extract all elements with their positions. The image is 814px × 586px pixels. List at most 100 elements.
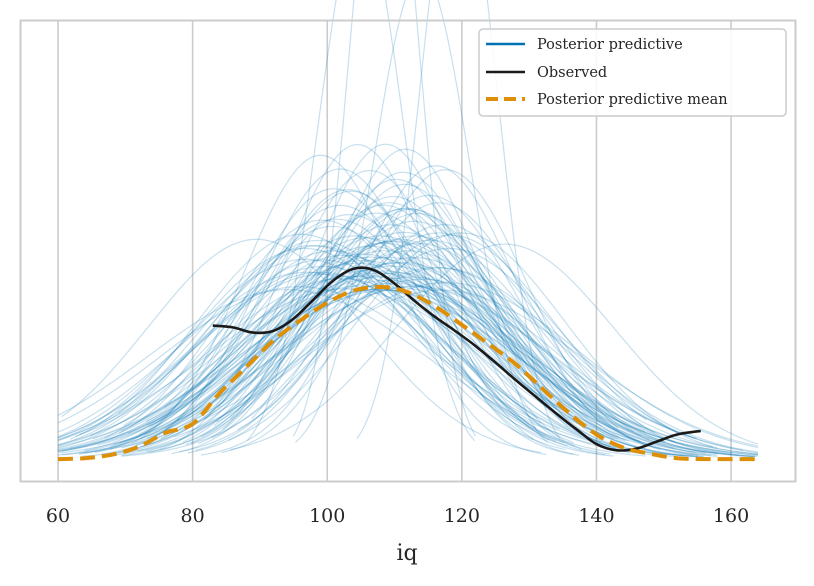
posterior-predictive-curve xyxy=(57,265,560,442)
posterior-predictive-curve xyxy=(211,232,676,443)
posterior-predictive-curve xyxy=(84,235,622,452)
posterior-predictive-curve xyxy=(57,247,568,447)
posterior-predictive-curve xyxy=(113,285,697,445)
posterior-predictive-curve xyxy=(57,288,705,454)
posterior-predictive-curve xyxy=(227,232,714,448)
posterior-predictive-curve xyxy=(176,256,717,456)
posterior-predictive-curve xyxy=(195,266,759,454)
observed-line xyxy=(212,266,701,452)
posterior-predictive-curve xyxy=(221,169,619,454)
posterior-predictive-curve xyxy=(230,243,759,451)
posterior-predictive-curve xyxy=(145,202,557,452)
posterior-predictive-curve xyxy=(187,202,634,454)
posterior-predictive-curve xyxy=(97,270,650,446)
posterior-predictive-curve xyxy=(121,239,756,458)
posterior-predictive-curve xyxy=(119,265,642,444)
posterior-predictive-curve xyxy=(142,168,580,456)
posterior-predictive-curve xyxy=(179,224,655,453)
posterior-predictive-curve xyxy=(57,245,530,446)
posterior-predictive-curve xyxy=(198,183,592,445)
posterior-predictive-curve xyxy=(146,289,759,455)
posterior-predictive-curve xyxy=(213,208,671,456)
posterior-predictive-curve xyxy=(216,267,759,453)
legend-label-posterior-predictive-mean: Posterior predictive mean xyxy=(537,92,728,108)
x-tick-labels: 60 80 100 120 140 160 xyxy=(46,505,749,527)
posterior-predictive-curve xyxy=(57,245,641,456)
posterior-predictive-curve xyxy=(182,195,643,455)
x-axis-label: iq xyxy=(396,541,417,566)
posterior-predictive-curve xyxy=(82,238,641,457)
posterior-predictive-curve xyxy=(118,225,537,435)
posterior-predictive-curve xyxy=(57,279,733,454)
posterior-predictive-curve xyxy=(57,250,538,449)
posterior-predictive-curve xyxy=(57,275,675,450)
posterior-predictive-curve xyxy=(185,208,620,446)
posterior-predictive-curve xyxy=(148,220,699,456)
legend-box xyxy=(478,28,787,117)
posterior-predictive-curve xyxy=(123,254,602,443)
posterior-predictive-curve xyxy=(295,0,548,443)
x-tick-label: 160 xyxy=(713,505,749,527)
posterior-predictive-curve xyxy=(109,261,666,450)
x-tick-label: 60 xyxy=(46,505,70,527)
posterior-predictive-curve xyxy=(121,235,703,458)
posterior-predictive-mean-line xyxy=(57,284,758,462)
axes-frame xyxy=(19,19,797,483)
posterior-predictive-curve xyxy=(190,212,705,457)
posterior-predictive-curve xyxy=(104,219,614,457)
posterior-predictive-curve xyxy=(146,272,753,458)
x-tick-label: 80 xyxy=(181,505,205,527)
posterior-predictive-curve xyxy=(137,242,707,453)
posterior-predictive-curve xyxy=(141,250,665,448)
posterior-predictive-curve xyxy=(356,0,561,439)
posterior-predictive-curve xyxy=(144,272,646,435)
posterior-predictive-curves xyxy=(57,0,759,458)
x-tick-label: 140 xyxy=(578,505,614,527)
posterior-predictive-curve xyxy=(70,233,566,451)
posterior-predictive-curve xyxy=(173,282,759,449)
posterior-predictive-curve xyxy=(90,239,565,444)
x-tick-label: 120 xyxy=(444,505,480,527)
posterior-predictive-curve xyxy=(57,271,584,439)
posterior-predictive-curve xyxy=(147,242,626,441)
posterior-predictive-curve xyxy=(57,259,618,453)
posterior-predictive-curve xyxy=(57,289,592,445)
posterior-predictive-curve xyxy=(59,286,697,454)
posterior-predictive-curve xyxy=(125,231,651,454)
posterior-predictive-curve xyxy=(83,250,718,457)
posterior-predictive-curve xyxy=(200,207,684,457)
posterior-predictive-curve xyxy=(222,143,576,447)
posterior-predictive-curve xyxy=(57,271,677,458)
posterior-predictive-curve xyxy=(120,262,614,440)
x-tick-label: 100 xyxy=(309,505,345,527)
posterior-predictive-curve xyxy=(159,144,574,455)
posterior-predictive-curve xyxy=(200,165,600,456)
posterior-predictive-curve xyxy=(217,169,583,450)
posterior-predictive-curve xyxy=(57,258,646,457)
posterior-predictive-curve xyxy=(195,194,661,451)
posterior-predictive-curve xyxy=(237,234,647,431)
posterior-predictive-curve xyxy=(163,218,611,455)
posterior-predictive-curve xyxy=(62,262,719,456)
posterior-predictive-curve xyxy=(101,190,557,455)
posterior-predictive-curve xyxy=(166,278,744,451)
legend-label-observed: Observed xyxy=(537,65,607,81)
legend-label-posterior-predictive: Posterior predictive xyxy=(537,37,683,53)
posterior-predictive-curve xyxy=(57,275,711,456)
posterior-predictive-curve xyxy=(121,247,682,457)
posterior-predictive-curve xyxy=(140,276,718,449)
posterior-predictive-curve xyxy=(105,235,696,457)
posterior-predictive-curve xyxy=(78,214,574,455)
posterior-predictive-curve xyxy=(69,286,759,455)
posterior-predictive-curve xyxy=(164,188,550,441)
posterior-predictive-curve xyxy=(57,276,739,456)
posterior-predictive-curve xyxy=(138,204,606,456)
posterior-predictive-curve xyxy=(75,278,604,437)
posterior-predictive-curve xyxy=(61,238,542,454)
posterior-predictive-curve xyxy=(292,0,476,437)
posterior-predictive-curve xyxy=(171,171,631,455)
posterior-predictive-curve xyxy=(94,188,534,454)
posterior-predictive-curve xyxy=(79,259,542,436)
posterior-predictive-curve xyxy=(57,273,704,458)
posterior-predictive-curve xyxy=(62,282,642,452)
